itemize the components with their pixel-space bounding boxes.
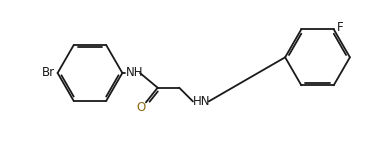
Text: F: F (337, 21, 343, 34)
Text: NH: NH (126, 67, 144, 79)
Text: Br: Br (42, 67, 54, 79)
Text: O: O (136, 101, 146, 114)
Text: HN: HN (193, 95, 210, 108)
